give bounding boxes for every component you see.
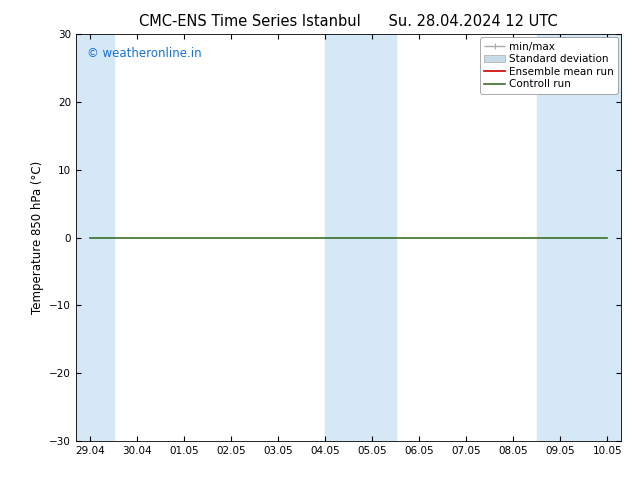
Legend: min/max, Standard deviation, Ensemble mean run, Controll run: min/max, Standard deviation, Ensemble me… xyxy=(480,37,618,94)
Bar xyxy=(76,34,113,441)
Text: © weatheronline.in: © weatheronline.in xyxy=(87,47,202,59)
Bar xyxy=(325,34,396,441)
Bar xyxy=(537,34,621,441)
Y-axis label: Temperature 850 hPa (°C): Temperature 850 hPa (°C) xyxy=(31,161,44,314)
Title: CMC-ENS Time Series Istanbul      Su. 28.04.2024 12 UTC: CMC-ENS Time Series Istanbul Su. 28.04.2… xyxy=(139,14,558,29)
